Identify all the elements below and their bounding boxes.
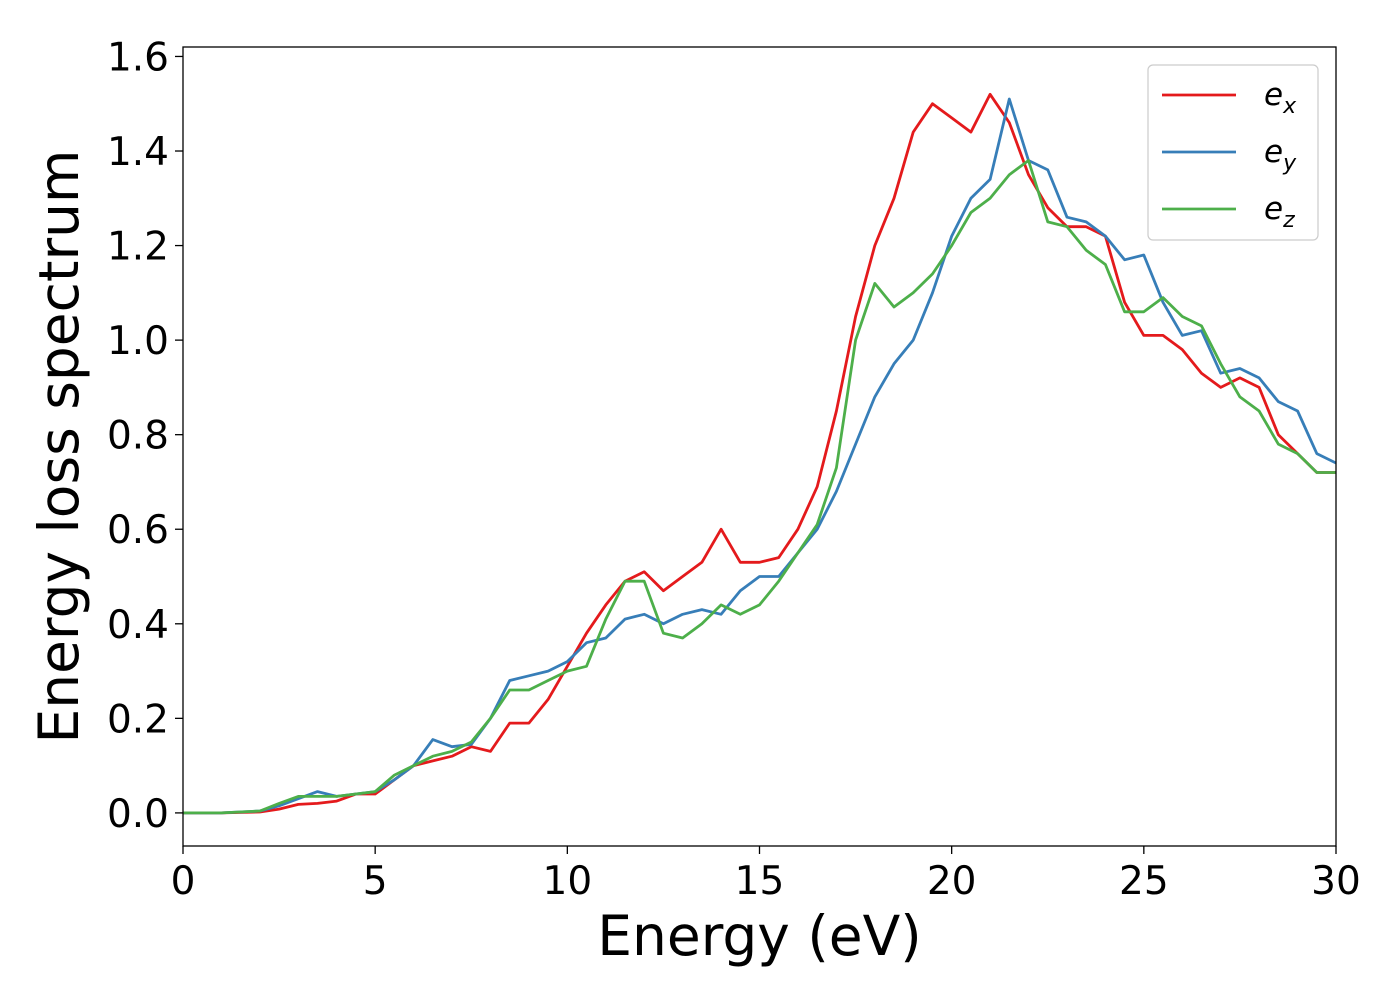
plot-lines [183, 92, 1336, 815]
legend-label-base: e [1264, 77, 1283, 113]
x-axis: 0 5 10 15 20 25 30 [171, 846, 1361, 904]
x-axis-label: Energy (eV) [597, 904, 921, 968]
x-tick-label: 10 [543, 859, 593, 904]
y-axis: 0.0 0.2 0.4 0.6 0.8 1.0 1.2 1.4 1.6 [107, 35, 183, 837]
legend-label-base: e [1264, 134, 1283, 170]
x-tick-label: 5 [363, 859, 388, 904]
legend-label-subscript: x [1282, 94, 1297, 119]
x-tick-label: 0 [171, 859, 196, 904]
y-tick-label: 1.0 [107, 319, 169, 364]
y-tick-label: 0.2 [107, 697, 169, 742]
y-tick-label: 0.8 [107, 414, 169, 459]
series-line-ey [183, 97, 1336, 815]
series-line-ez [183, 159, 1336, 815]
x-tick-label: 30 [1311, 859, 1361, 904]
legend-label-ex: ex [1264, 77, 1297, 119]
x-tick-label: 25 [1119, 859, 1169, 904]
legend-label-ez: ez [1264, 191, 1295, 233]
y-tick-label: 0.6 [107, 508, 169, 553]
y-tick-label: 1.4 [107, 130, 169, 175]
y-tick-label: 0.0 [107, 792, 169, 837]
x-tick-label: 20 [927, 859, 977, 904]
y-tick-label: 0.4 [107, 603, 169, 648]
legend-label-subscript: z [1282, 208, 1295, 233]
legend-label-ey: ey [1264, 134, 1297, 176]
legend-label-subscript: y [1282, 151, 1297, 176]
y-axis-label: Energy loss spectrum [27, 149, 91, 743]
y-tick-label: 1.2 [107, 225, 169, 270]
y-tick-label: 1.6 [107, 35, 169, 80]
legend-label-base: e [1264, 191, 1283, 227]
x-tick-label: 15 [735, 859, 785, 904]
